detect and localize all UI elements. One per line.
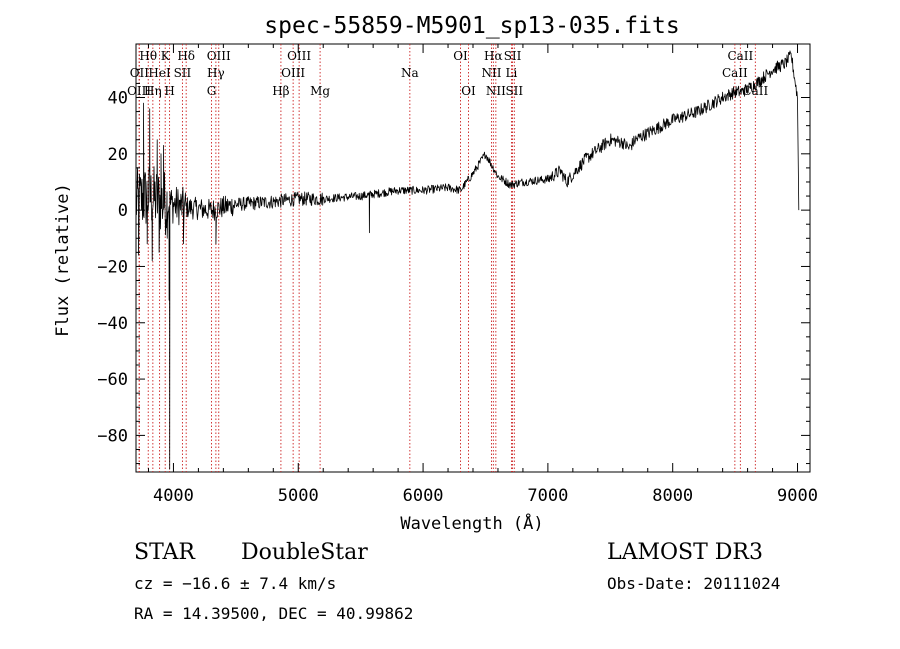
line-label: H — [164, 84, 174, 98]
x-tick-label: 7000 — [527, 486, 568, 506]
y-tick-label: −80 — [97, 426, 128, 446]
x-axis-label: Wavelength (Å) — [400, 512, 543, 534]
line-label: K — [161, 49, 171, 63]
y-tick-label: −20 — [97, 257, 128, 277]
spectrum-line — [135, 50, 800, 470]
y-axis-label: Flux (relative) — [53, 183, 73, 337]
line-label: Hθ — [139, 49, 157, 63]
line-label: G — [207, 84, 217, 98]
y-axis: −80 −60 −40 −20 0 20 40 — [97, 68, 810, 465]
object-class: STAR — [134, 540, 196, 565]
line-label: NII — [486, 84, 506, 98]
line-label: Hδ — [177, 49, 195, 63]
line-label: OIII — [207, 49, 231, 63]
line-label: CaII — [722, 66, 748, 80]
redshift-cz: cz = −16.6 ± 7.4 km/s — [134, 574, 336, 593]
line-label: OIII — [287, 49, 311, 63]
line-label: HeI — [148, 66, 171, 80]
observation-date: Obs-Date: 20111024 — [607, 574, 780, 593]
line-label: CaII — [727, 49, 753, 63]
y-tick-label: −60 — [97, 370, 128, 390]
line-label: Hβ — [272, 84, 289, 98]
survey-name: LAMOST DR3 — [607, 540, 763, 565]
y-tick-label: 0 — [118, 201, 128, 221]
line-label: Mg — [310, 84, 330, 98]
line-label: Hγ — [207, 66, 225, 80]
plot-frame — [135, 43, 811, 473]
line-label: OII — [130, 66, 150, 80]
spectrum-layer — [135, 50, 800, 470]
line-label: Li — [506, 66, 518, 80]
line-label: SII — [505, 84, 523, 98]
ra-dec: RA = 14.39500, DEC = 40.99862 — [134, 604, 413, 623]
x-tick-label: 4000 — [153, 486, 194, 506]
line-label: Hη — [144, 84, 162, 98]
chart-title: spec-55859-M5901_sp13-035.fits — [264, 13, 679, 39]
x-axis: 4000 5000 6000 7000 8000 9000 — [147, 44, 818, 506]
line-label: OI — [461, 84, 476, 98]
y-tick-label: 20 — [108, 145, 128, 165]
line-label: OIII — [127, 84, 151, 98]
y-tick-label: −40 — [97, 314, 128, 334]
line-label: SII — [174, 66, 192, 80]
object-subclass: DoubleStar — [241, 540, 368, 565]
line-label: OIII — [281, 66, 305, 80]
y-tick-label: 40 — [108, 89, 128, 109]
x-tick-label: 8000 — [652, 486, 693, 506]
x-tick-label: 6000 — [403, 486, 444, 506]
x-tick-label: 5000 — [278, 486, 319, 506]
line-label: NII — [481, 66, 501, 80]
line-markers — [138, 44, 756, 472]
x-tick-label: 9000 — [777, 486, 818, 506]
line-labels: HθOIIOIIIHηHeIKHSIIHδHγGOIIIHβOIIIOIIIMg… — [127, 49, 768, 98]
line-label: Hα — [484, 49, 503, 63]
line-label: Na — [401, 66, 419, 80]
line-label: SII — [504, 49, 522, 63]
line-label: OI — [453, 49, 468, 63]
